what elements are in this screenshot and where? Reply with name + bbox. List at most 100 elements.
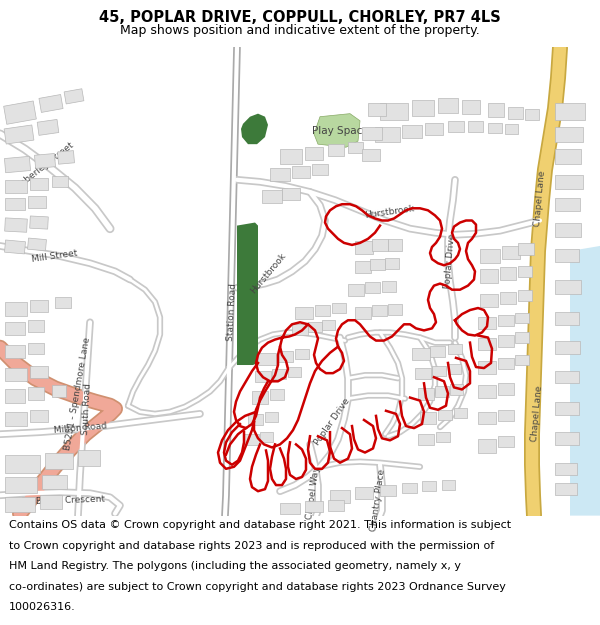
Bar: [270, 168, 290, 181]
Bar: [295, 349, 309, 359]
Bar: [420, 412, 436, 424]
Text: Milton Road: Milton Road: [53, 421, 107, 435]
Bar: [372, 239, 388, 251]
Bar: [425, 122, 443, 135]
Bar: [328, 144, 344, 156]
Bar: [478, 338, 496, 350]
Bar: [292, 166, 310, 177]
Bar: [448, 121, 464, 132]
Bar: [37, 119, 59, 136]
Bar: [282, 188, 300, 200]
Bar: [312, 164, 328, 175]
Bar: [34, 154, 56, 169]
Bar: [5, 322, 25, 336]
Bar: [385, 258, 399, 269]
Bar: [450, 384, 463, 394]
Bar: [52, 176, 68, 187]
Bar: [78, 451, 100, 466]
Polygon shape: [241, 114, 268, 144]
Text: South Road: South Road: [81, 382, 93, 435]
Bar: [4, 101, 37, 124]
Bar: [5, 344, 25, 358]
Text: Chantry Place: Chantry Place: [369, 469, 387, 532]
Text: Byron Crescent: Byron Crescent: [35, 494, 104, 506]
Text: Chapel Way: Chapel Way: [305, 466, 321, 521]
Bar: [28, 238, 46, 251]
Bar: [40, 495, 62, 509]
Bar: [260, 432, 273, 442]
Bar: [418, 434, 434, 446]
Bar: [488, 122, 502, 133]
Bar: [255, 371, 271, 382]
Bar: [555, 198, 580, 211]
Bar: [28, 320, 44, 332]
Bar: [252, 391, 268, 404]
Bar: [415, 368, 431, 379]
Bar: [478, 386, 496, 398]
Bar: [555, 402, 579, 415]
Text: Kimberley Street: Kimberley Street: [9, 141, 75, 195]
Bar: [525, 109, 539, 120]
Bar: [295, 307, 313, 319]
Text: Chapel Lane: Chapel Lane: [533, 170, 547, 226]
Bar: [328, 501, 344, 511]
Bar: [438, 98, 458, 112]
Bar: [280, 149, 302, 164]
Bar: [5, 498, 35, 511]
Bar: [5, 240, 25, 254]
Bar: [412, 101, 434, 116]
Bar: [555, 149, 581, 164]
Bar: [518, 243, 534, 255]
Bar: [498, 336, 514, 347]
Bar: [555, 104, 585, 120]
Bar: [555, 279, 581, 294]
Bar: [375, 127, 400, 142]
Bar: [30, 410, 48, 422]
Bar: [30, 177, 48, 190]
Bar: [498, 358, 514, 369]
Bar: [258, 352, 276, 365]
Bar: [488, 104, 504, 117]
Bar: [64, 89, 84, 104]
Bar: [29, 216, 49, 229]
Bar: [58, 151, 74, 164]
Bar: [355, 487, 373, 499]
Bar: [505, 124, 518, 134]
Bar: [42, 475, 67, 489]
Bar: [515, 332, 529, 342]
Bar: [348, 284, 364, 296]
Bar: [478, 412, 496, 424]
Bar: [478, 317, 496, 329]
Bar: [555, 175, 583, 189]
Bar: [432, 366, 446, 376]
Text: Mill Street: Mill Street: [31, 249, 79, 264]
Bar: [272, 369, 286, 379]
Text: Hurstbrook: Hurstbrook: [365, 204, 415, 220]
Bar: [380, 485, 396, 496]
Bar: [412, 348, 430, 360]
Text: 100026316.: 100026316.: [9, 602, 76, 612]
Bar: [480, 249, 500, 263]
Text: Chapel Lane: Chapel Lane: [530, 386, 544, 442]
Bar: [438, 410, 452, 420]
Bar: [502, 246, 520, 259]
Bar: [322, 320, 335, 331]
Bar: [362, 127, 382, 140]
Bar: [518, 290, 532, 301]
Text: Play Space: Play Space: [311, 126, 368, 136]
Polygon shape: [237, 222, 258, 365]
Bar: [308, 322, 322, 332]
Bar: [55, 297, 71, 308]
Bar: [270, 389, 284, 399]
Bar: [402, 483, 417, 493]
Bar: [288, 367, 301, 378]
Bar: [555, 341, 580, 354]
Bar: [508, 106, 523, 119]
Bar: [436, 432, 450, 442]
Bar: [348, 142, 363, 153]
Bar: [355, 307, 371, 319]
Bar: [518, 266, 532, 278]
Bar: [388, 304, 402, 315]
Bar: [265, 412, 278, 422]
Bar: [45, 452, 73, 469]
